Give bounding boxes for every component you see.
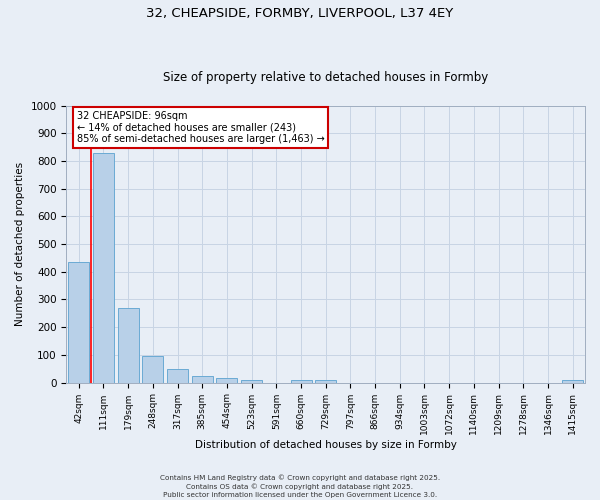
Bar — [315, 380, 336, 382]
Text: 32 CHEAPSIDE: 96sqm
← 14% of detached houses are smaller (243)
85% of semi-detac: 32 CHEAPSIDE: 96sqm ← 14% of detached ho… — [77, 111, 325, 144]
Bar — [68, 262, 89, 382]
Bar — [562, 380, 583, 382]
Bar — [118, 308, 139, 382]
Bar — [167, 368, 188, 382]
Text: 32, CHEAPSIDE, FORMBY, LIVERPOOL, L37 4EY: 32, CHEAPSIDE, FORMBY, LIVERPOOL, L37 4E… — [146, 8, 454, 20]
Text: Contains HM Land Registry data © Crown copyright and database right 2025.
Contai: Contains HM Land Registry data © Crown c… — [160, 474, 440, 498]
Bar — [93, 152, 114, 382]
Bar — [217, 378, 238, 382]
X-axis label: Distribution of detached houses by size in Formby: Distribution of detached houses by size … — [195, 440, 457, 450]
Bar — [241, 380, 262, 382]
Bar — [142, 356, 163, 382]
Y-axis label: Number of detached properties: Number of detached properties — [15, 162, 25, 326]
Title: Size of property relative to detached houses in Formby: Size of property relative to detached ho… — [163, 70, 488, 84]
Bar — [192, 376, 213, 382]
Bar — [290, 380, 311, 382]
